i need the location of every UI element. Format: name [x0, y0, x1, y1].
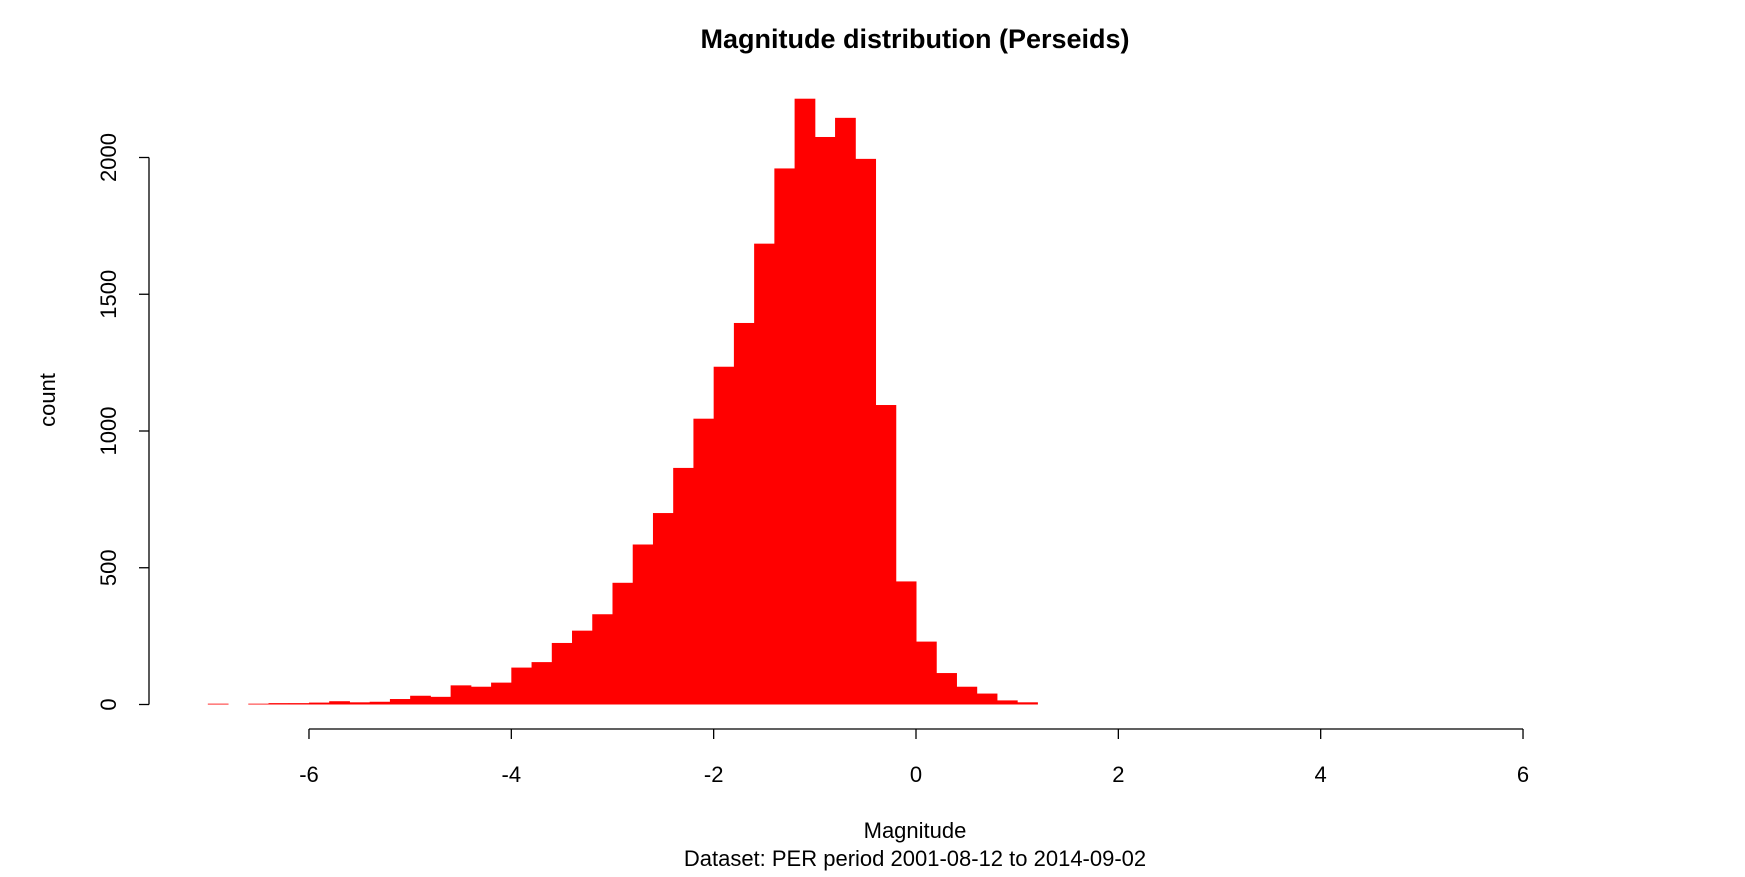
y-axis-label: count — [35, 373, 60, 427]
histogram-bar — [916, 641, 937, 705]
histogram-bar — [814, 136, 836, 705]
histogram-bar — [996, 700, 1018, 705]
histogram-bar — [936, 673, 957, 705]
histogram-bar — [369, 701, 391, 705]
y-tick-label: 500 — [96, 549, 121, 586]
y-tick-label: 2000 — [96, 133, 121, 182]
y-tick-label: 1500 — [96, 270, 121, 319]
histogram-bar — [956, 686, 978, 705]
chart-subtitle: Dataset: PER period 2001-08-12 to 2014-0… — [684, 846, 1146, 871]
histogram-bar — [450, 685, 472, 705]
histogram-bar — [470, 686, 492, 705]
x-tick-label: -2 — [704, 762, 724, 787]
histogram-bar — [207, 703, 229, 705]
histogram-bar — [835, 117, 856, 705]
histogram-bar — [430, 696, 452, 705]
histogram-bar — [329, 701, 350, 705]
histogram-bar — [268, 703, 290, 705]
histogram-bar — [713, 366, 735, 705]
histogram-bar — [389, 699, 411, 705]
histogram-bar — [673, 467, 694, 705]
histogram-bar — [551, 642, 573, 705]
histogram-bar — [632, 544, 654, 705]
histogram-bar — [410, 695, 431, 705]
histogram-bar — [895, 581, 917, 705]
x-tick-label: 4 — [1315, 762, 1327, 787]
y-tick-label: 0 — [96, 698, 121, 710]
histogram-bar — [572, 630, 593, 705]
x-tick-label: 0 — [910, 762, 922, 787]
chart-title: Magnitude distribution (Perseids) — [700, 24, 1129, 54]
y-tick-label: 1000 — [96, 407, 121, 456]
histogram-bar — [592, 614, 613, 705]
histogram-bar — [349, 702, 371, 705]
y-axis: 0 500 1000 1500 2000 — [96, 133, 150, 711]
histogram-bar — [652, 513, 674, 705]
x-tick-label: 6 — [1517, 762, 1529, 787]
histogram-bar — [774, 168, 796, 705]
histogram-bar — [308, 702, 330, 705]
histogram-bar — [976, 693, 998, 705]
histogram-bar — [612, 582, 634, 705]
histogram-bar — [754, 243, 775, 705]
histogram-bar — [288, 703, 310, 705]
histogram-bar — [511, 667, 533, 705]
histogram-bar — [733, 322, 755, 705]
histogram-bar — [693, 418, 715, 705]
histogram-bar — [1017, 702, 1038, 705]
bars-group — [207, 98, 1038, 705]
histogram-bar — [875, 405, 897, 705]
histogram-bar — [491, 682, 512, 705]
histogram-bar — [248, 703, 270, 705]
histogram-bar — [794, 98, 816, 705]
x-axis: -6 -4 -2 0 2 4 6 — [299, 728, 1529, 787]
x-tick-label: -4 — [502, 762, 522, 787]
x-axis-label: Magnitude — [864, 818, 967, 843]
histogram-bar — [531, 662, 553, 705]
x-tick-label: 2 — [1112, 762, 1124, 787]
x-tick-label: -6 — [299, 762, 319, 787]
histogram-bar — [855, 158, 877, 705]
